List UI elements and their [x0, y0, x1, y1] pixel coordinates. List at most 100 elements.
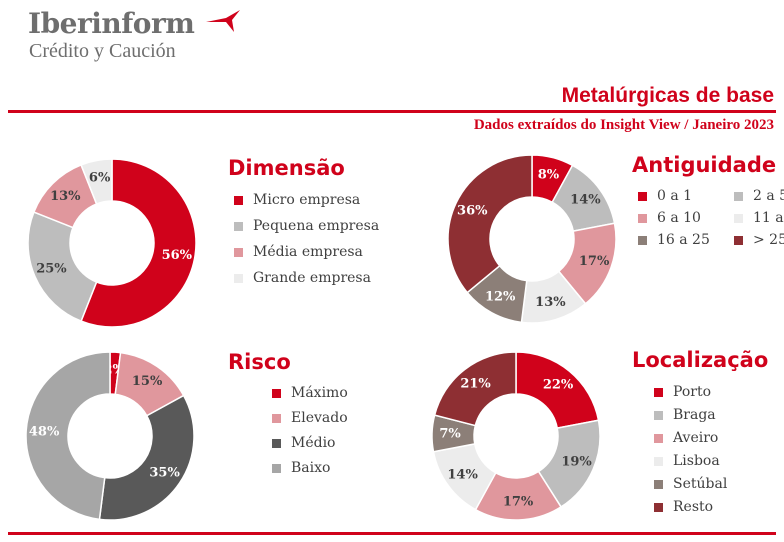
legend-item: Braga [654, 407, 727, 423]
legend-swatch [654, 410, 663, 420]
pie-slice-6 [447, 154, 533, 294]
page-title: Metalúrgicas de base [561, 84, 774, 107]
data-label: 35% [149, 466, 180, 481]
page-subtitle: Dados extraídos do Insight View / Janeir… [473, 117, 774, 133]
legend-label: 0 a 1 [657, 188, 693, 204]
risco-svg: 2%15%35%48% [25, 351, 195, 521]
legend-swatch [272, 463, 281, 473]
data-label: 17% [579, 254, 610, 269]
legend-label: Máximo [291, 385, 348, 401]
pie-slice-4 [25, 351, 111, 521]
dimensao-title: Dimensão [228, 156, 345, 180]
legend-swatch [638, 213, 647, 223]
legend-swatch [734, 191, 743, 201]
legend-item: 11 a 15 [734, 210, 784, 226]
data-label: 21% [460, 376, 491, 391]
legend-label: Baixo [291, 460, 331, 476]
legend-label: Porto [673, 384, 712, 400]
risco-donut-chart: 2% 15% 35% 48% [22, 348, 198, 524]
dimensao-legend: Micro empresa Pequena empresa Média empr… [234, 192, 379, 295]
antiguidade-legend: 0 a 1 2 a 5 6 a 10 11 a 15 16 a 25 > 25 [638, 188, 784, 248]
legend-item: 16 a 25 [638, 232, 734, 248]
legend-label: 11 a 15 [753, 210, 784, 226]
legend-item: 2 a 5 [734, 188, 784, 204]
legend-swatch [272, 438, 281, 448]
legend-item: Médio [272, 435, 348, 451]
legend-label: > 25 [753, 232, 784, 248]
antiguidade-title: Antiguidade [632, 153, 777, 177]
localizacao-svg: 22% 19% 17% 14% 7% 21% [431, 351, 601, 521]
data-label: 13% [50, 189, 81, 204]
legend-swatch [638, 191, 647, 201]
pie-slice-2 [27, 211, 98, 323]
data-label: 6% [89, 171, 111, 186]
pie-slice-6 [433, 351, 517, 427]
antiguidade-donut-chart: 8% 14% 17% 13% 12% 36% [444, 151, 620, 327]
legend-item: 6 a 10 [638, 210, 734, 226]
legend-label: Setúbal [673, 476, 728, 492]
legend-item: Média empresa [234, 244, 379, 260]
data-label: 17% [503, 494, 534, 509]
bird-logo-icon [206, 10, 240, 32]
pie-slice-3 [98, 394, 195, 521]
legend-item: Porto [654, 384, 727, 400]
legend-swatch [654, 433, 663, 443]
legend-label: Elevado [291, 410, 348, 426]
antiguidade-svg: 8% 14% 17% 13% 12% 36% [447, 154, 617, 324]
dimensao-donut-chart: 56% 25% 13% 6% [24, 155, 200, 331]
legend-item: Resto [654, 499, 727, 515]
legend-label: Resto [673, 499, 714, 515]
footer-divider [8, 532, 776, 535]
data-label: 14% [570, 193, 601, 208]
brand-subtitle: Crédito y Caución [29, 40, 176, 62]
data-label: 48% [29, 424, 60, 439]
pie-slice-4 [80, 158, 113, 205]
legend-item: Máximo [272, 385, 348, 401]
legend-swatch [638, 235, 647, 245]
data-label: 22% [543, 378, 574, 393]
legend-item: Baixo [272, 460, 348, 476]
legend-label: Micro empresa [253, 192, 361, 208]
legend-item: Lisboa [654, 453, 727, 469]
legend-item: Pequena empresa [234, 218, 379, 234]
legend-swatch [654, 479, 663, 489]
legend-label: Grande empresa [253, 270, 371, 286]
legend-item: Setúbal [654, 476, 727, 492]
legend-label: 6 a 10 [657, 210, 701, 226]
data-label: 7% [439, 426, 461, 441]
pie-slice-1 [515, 351, 600, 430]
risco-title: Risco [228, 350, 291, 374]
localizacao-title: Localização [632, 348, 769, 372]
legend-label: Média empresa [253, 244, 363, 260]
localizacao-legend: Porto Braga Aveiro Lisboa Setúbal Resto [654, 384, 727, 524]
data-label: 19% [561, 455, 592, 470]
legend-label: 2 a 5 [753, 188, 784, 204]
legend-swatch [234, 273, 243, 283]
data-label: 56% [162, 248, 193, 263]
legend-item: > 25 [734, 232, 784, 248]
brand-logo: Iberinform Crédito y Caución [28, 8, 240, 62]
data-label: 13% [535, 295, 566, 310]
legend-swatch [234, 195, 243, 205]
data-label: 15% [132, 374, 163, 389]
legend-swatch [654, 502, 663, 512]
legend-swatch [734, 235, 743, 245]
legend-item: Micro empresa [234, 192, 379, 208]
legend-swatch [654, 387, 663, 397]
legend-swatch [272, 388, 281, 398]
legend-swatch [234, 247, 243, 257]
legend-swatch [734, 213, 743, 223]
legend-label: Médio [291, 435, 336, 451]
legend-item: 0 a 1 [638, 188, 734, 204]
data-label: 8% [538, 168, 560, 183]
data-label: 14% [447, 467, 478, 482]
header-divider [8, 110, 776, 113]
data-label: 12% [485, 289, 516, 304]
legend-label: Aveiro [673, 430, 719, 446]
legend-label: Lisboa [673, 453, 720, 469]
risco-legend: Máximo Elevado Médio Baixo [272, 385, 348, 485]
legend-label: 16 a 25 [657, 232, 710, 248]
pie-slice-1 [80, 158, 197, 328]
data-label: 25% [36, 262, 67, 277]
dimensao-svg: 56% 25% 13% 6% [27, 158, 197, 328]
